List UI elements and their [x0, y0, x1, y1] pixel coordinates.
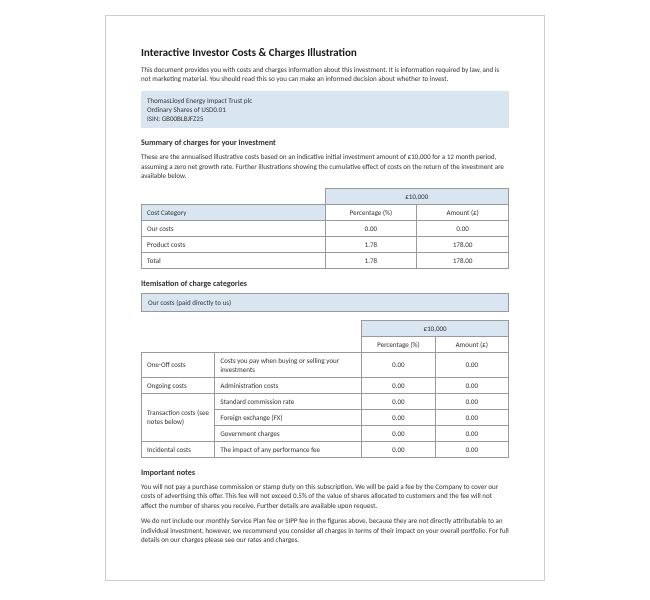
- item-amount-header: £10,000: [362, 320, 509, 336]
- itemisation-subheading: Our costs (paid directly to us): [141, 293, 509, 312]
- intro-text: This document provides you with costs an…: [141, 65, 509, 83]
- itemisation-heading: Itemisation of charge categories: [141, 279, 509, 289]
- table-row: Incidental costs The impact of any perfo…: [142, 441, 509, 457]
- summary-table: £10,000 Cost Category Percentage (%) Amo…: [141, 188, 509, 269]
- table-row: Total 1.78 178.00: [142, 252, 509, 268]
- col-amount: Amount (£): [417, 204, 509, 220]
- fund-info-box: ThomasLloyd Energy Impact Trust plc Ordi…: [141, 91, 509, 128]
- item-col-pct: Percentage (%): [362, 336, 435, 352]
- fund-shares: Ordinary Shares of USD0.01: [147, 105, 503, 114]
- item-col-amt: Amount (£): [435, 336, 508, 352]
- document-page: Interactive Investor Costs & Charges Ill…: [105, 15, 545, 581]
- summary-text: These are the annualised illustrative co…: [141, 152, 509, 179]
- note-paragraph: We do not include our monthly Service Pl…: [141, 516, 509, 544]
- summary-heading: Summary of charges for your investment: [141, 138, 509, 148]
- summary-amount-header: £10,000: [325, 188, 509, 204]
- fund-isin: ISIN: GB00BLBJFZ25: [147, 114, 503, 123]
- page-title: Interactive Investor Costs & Charges Ill…: [141, 46, 509, 59]
- notes-heading: Important notes: [141, 468, 509, 478]
- notes-body: You will not pay a purchase commission o…: [141, 482, 509, 545]
- fund-name: ThomasLloyd Energy Impact Trust plc: [147, 96, 503, 105]
- table-row: One-Off costs Costs you pay when buying …: [142, 352, 509, 377]
- col-category: Cost Category: [142, 204, 326, 220]
- table-row: Transaction costs (see notes below) Stan…: [142, 393, 509, 409]
- table-row: Ongoing costs Administration costs 0.00 …: [142, 377, 509, 393]
- table-row: Product costs 1.78 178.00: [142, 236, 509, 252]
- table-row: Our costs 0.00 0.00: [142, 220, 509, 236]
- note-paragraph: You will not pay a purchase commission o…: [141, 482, 509, 510]
- col-percentage: Percentage (%): [325, 204, 417, 220]
- itemisation-table: £10,000 Percentage (%) Amount (£) One-Of…: [141, 320, 509, 458]
